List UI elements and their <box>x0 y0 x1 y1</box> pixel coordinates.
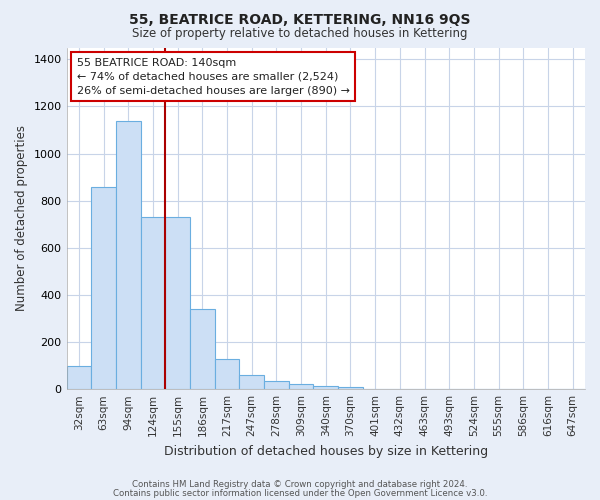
Bar <box>116 120 140 389</box>
Text: 55 BEATRICE ROAD: 140sqm
← 74% of detached houses are smaller (2,524)
26% of sem: 55 BEATRICE ROAD: 140sqm ← 74% of detach… <box>77 58 350 96</box>
Bar <box>91 186 116 389</box>
X-axis label: Distribution of detached houses by size in Kettering: Distribution of detached houses by size … <box>164 444 488 458</box>
Bar <box>338 387 363 389</box>
Y-axis label: Number of detached properties: Number of detached properties <box>15 126 28 312</box>
Text: Contains HM Land Registry data © Crown copyright and database right 2024.: Contains HM Land Registry data © Crown c… <box>132 480 468 489</box>
Text: Contains public sector information licensed under the Open Government Licence v3: Contains public sector information licen… <box>113 489 487 498</box>
Bar <box>289 384 313 389</box>
Bar <box>215 358 239 389</box>
Bar <box>190 309 215 389</box>
Text: 55, BEATRICE ROAD, KETTERING, NN16 9QS: 55, BEATRICE ROAD, KETTERING, NN16 9QS <box>129 12 471 26</box>
Bar <box>313 386 338 389</box>
Bar <box>140 217 165 389</box>
Bar <box>67 366 91 389</box>
Bar <box>239 375 264 389</box>
Bar <box>165 217 190 389</box>
Text: Size of property relative to detached houses in Kettering: Size of property relative to detached ho… <box>132 28 468 40</box>
Bar <box>264 382 289 389</box>
